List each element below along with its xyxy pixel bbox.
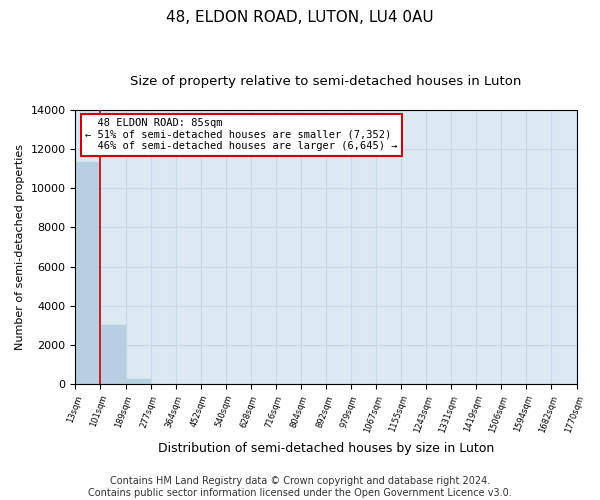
Text: Contains HM Land Registry data © Crown copyright and database right 2024.
Contai: Contains HM Land Registry data © Crown c… <box>88 476 512 498</box>
Bar <box>100 325 125 384</box>
Bar <box>125 379 151 384</box>
Bar <box>76 162 100 384</box>
Text: 48, ELDON ROAD, LUTON, LU4 0AU: 48, ELDON ROAD, LUTON, LU4 0AU <box>166 10 434 25</box>
Text: 48 ELDON ROAD: 85sqm
← 51% of semi-detached houses are smaller (7,352)
  46% of : 48 ELDON ROAD: 85sqm ← 51% of semi-detac… <box>85 118 398 152</box>
Y-axis label: Number of semi-detached properties: Number of semi-detached properties <box>15 144 25 350</box>
Title: Size of property relative to semi-detached houses in Luton: Size of property relative to semi-detach… <box>130 75 521 88</box>
X-axis label: Distribution of semi-detached houses by size in Luton: Distribution of semi-detached houses by … <box>158 442 494 455</box>
